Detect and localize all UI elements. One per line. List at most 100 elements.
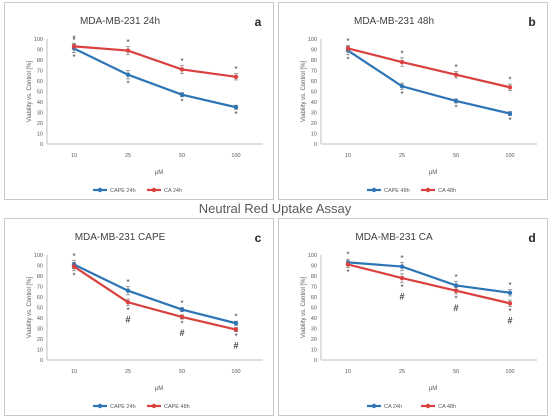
x-tick-label: 25 xyxy=(399,153,405,159)
y-tick-label: 100 xyxy=(308,253,317,259)
significance-star: * xyxy=(400,254,403,263)
data-point xyxy=(125,288,131,293)
y-tick-label: 80 xyxy=(311,274,317,280)
data-point xyxy=(233,321,239,326)
significance-star: * xyxy=(346,268,349,277)
y-tick-label: 50 xyxy=(37,306,43,312)
y-tick-label: 90 xyxy=(311,48,317,54)
x-axis-label: μM xyxy=(429,386,437,392)
series-line xyxy=(347,47,511,89)
x-tick-label: 10 xyxy=(345,369,351,375)
x-tick-label: 50 xyxy=(453,369,459,375)
data-point xyxy=(233,327,239,332)
y-tick-label: 40 xyxy=(311,100,317,106)
x-tick-label: 100 xyxy=(505,153,514,159)
y-tick-label: 70 xyxy=(311,69,317,75)
significance-star: * xyxy=(454,104,457,113)
panel-letter: c xyxy=(255,231,262,245)
significance-star: * xyxy=(346,37,349,46)
significance-star: * xyxy=(72,35,75,44)
significance-star: * xyxy=(508,76,511,85)
y-tick-label: 20 xyxy=(311,337,317,343)
legend-swatch-marker xyxy=(151,187,157,193)
significance-star: * xyxy=(346,55,349,64)
y-tick-label: 70 xyxy=(311,285,317,291)
chart-a-svg: MDA-MB-231 24h a 0 10 20 30 40 50 60 70 80 90 100 10 2… xyxy=(27,15,263,194)
y-tick-label: 10 xyxy=(37,132,43,138)
y-tick-label: 70 xyxy=(37,285,43,291)
x-axis-label: μM xyxy=(429,170,437,176)
legend-swatch-marker xyxy=(371,187,377,193)
data-point xyxy=(345,262,351,267)
series-line xyxy=(73,265,237,331)
y-tick-label: 80 xyxy=(37,274,43,280)
series-line xyxy=(73,263,237,325)
y-axis-label: Viability vs. Control [%] xyxy=(27,61,33,123)
legend-swatch-marker xyxy=(151,403,157,409)
panel-letter: d xyxy=(528,231,535,245)
significance-star: * xyxy=(72,53,75,62)
legend-label: CAPE 24h xyxy=(110,404,136,410)
x-tick-label: 50 xyxy=(453,153,459,159)
chart-c-svg: MDA-MB-231 CAPE c 0 10 20 30 40 50 60 70 80 90 100 10… xyxy=(27,231,263,410)
data-point xyxy=(453,288,459,293)
data-point xyxy=(507,290,513,295)
significance-star: * xyxy=(234,65,237,74)
data-point xyxy=(179,92,185,97)
x-tick-label: 25 xyxy=(125,153,131,159)
y-tick-label: 60 xyxy=(311,79,317,85)
x-axis-label: μM xyxy=(155,170,163,176)
y-tick-label: 0 xyxy=(40,142,43,148)
y-tick-label: 100 xyxy=(308,37,317,43)
series-line xyxy=(347,49,511,115)
y-axis-label: Viability vs. Control [%] xyxy=(301,277,307,339)
y-tick-label: 40 xyxy=(311,316,317,322)
significance-hash: # xyxy=(453,303,458,313)
y-tick-label: 50 xyxy=(311,90,317,96)
chart-d-svg: MDA-MB-231 CA d 0 10 20 30 40 50 60 70 80 90 100 10 25… xyxy=(301,231,537,410)
legend-swatch-marker xyxy=(97,403,103,409)
x-tick-label: 25 xyxy=(399,369,405,375)
significance-star: * xyxy=(508,281,511,290)
y-tick-label: 20 xyxy=(37,121,43,127)
significance-star: * xyxy=(126,38,129,47)
series-line xyxy=(73,47,237,109)
x-tick-label: 10 xyxy=(71,153,77,159)
panel-letter: a xyxy=(255,15,262,29)
y-tick-label: 20 xyxy=(311,121,317,127)
y-tick-label: 40 xyxy=(37,100,43,106)
significance-star: * xyxy=(72,252,75,261)
significance-star: * xyxy=(180,97,183,106)
legend-label: CAPE 24h xyxy=(110,188,136,194)
significance-hash: # xyxy=(179,328,184,338)
significance-star: * xyxy=(400,90,403,99)
significance-hash: # xyxy=(399,291,404,301)
chart-title: MDA-MB-231 CA xyxy=(355,232,433,243)
data-point xyxy=(453,98,459,104)
y-tick-label: 10 xyxy=(311,348,317,354)
y-tick-label: 90 xyxy=(311,264,317,270)
data-point xyxy=(507,111,513,116)
data-point xyxy=(399,59,405,65)
significance-star: * xyxy=(234,332,237,341)
panel-letter: b xyxy=(528,15,535,29)
data-point xyxy=(125,48,131,53)
y-tick-label: 80 xyxy=(37,58,43,64)
x-axis-label: μM xyxy=(155,386,163,392)
significance-star: * xyxy=(180,320,183,329)
legend-label: CA 48h xyxy=(438,188,456,194)
series-line xyxy=(73,45,237,78)
significance-star: * xyxy=(126,278,129,287)
significance-star: * xyxy=(180,299,183,308)
data-point xyxy=(179,314,185,320)
y-tick-label: 60 xyxy=(37,79,43,85)
series-line xyxy=(347,261,511,294)
y-tick-label: 0 xyxy=(314,142,317,148)
significance-star: * xyxy=(180,57,183,66)
y-tick-label: 40 xyxy=(37,316,43,322)
data-point xyxy=(71,264,77,269)
legend-swatch-marker xyxy=(97,187,103,193)
data-point xyxy=(399,84,405,89)
legend-swatch-marker xyxy=(371,403,377,409)
chart-title: MDA-MB-231 CAPE xyxy=(75,232,166,243)
